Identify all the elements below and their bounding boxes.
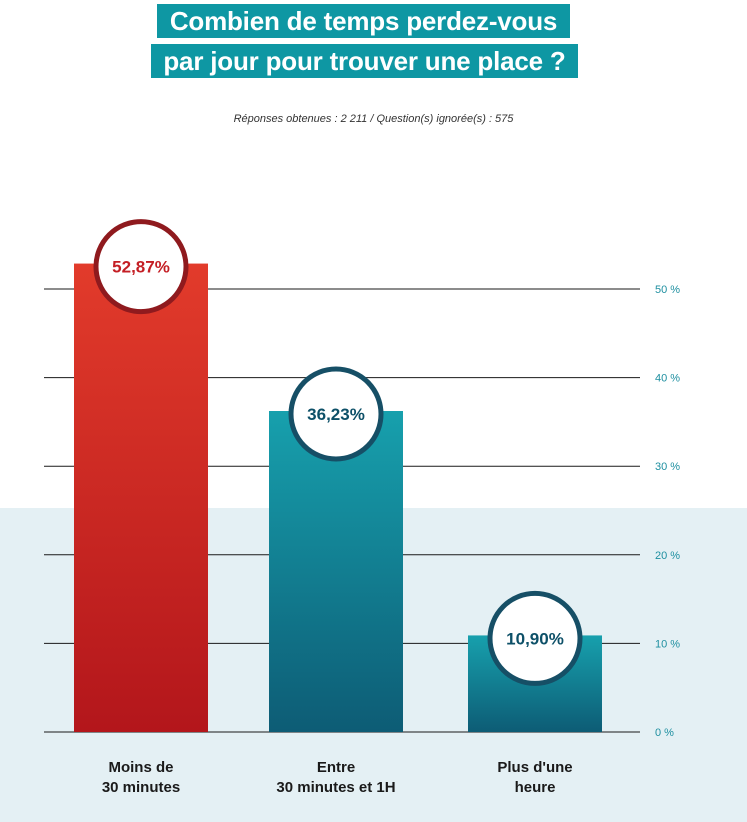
x-category-label-line: Plus d'une (497, 759, 573, 776)
chart-subtitle: Réponses obtenues : 2 211 / Question(s) … (233, 113, 514, 125)
data-label-2: 36,23% (307, 405, 365, 424)
bar-1 (74, 263, 208, 732)
y-tick-label: 30 % (655, 461, 680, 473)
y-tick-label: 10 % (655, 638, 680, 650)
value-badge-2 (288, 366, 384, 462)
data-label-1: 52,87% (112, 258, 170, 277)
y-tick-label: 0 % (655, 727, 674, 739)
bar-2 (269, 411, 403, 732)
title-line-2: par jour pour trouver une place ? (151, 44, 578, 78)
x-category-label-line: Moins de (108, 759, 174, 776)
value-badge-3 (487, 590, 583, 686)
x-category-label-line: heure (514, 779, 556, 796)
y-tick-label: 50 % (655, 284, 680, 296)
value-badge-1 (93, 219, 189, 315)
data-label-3: 10,90% (506, 629, 564, 648)
x-category-label-1: Moins de 30 minutes (41, 758, 241, 798)
y-tick-label: 40 % (655, 373, 680, 385)
x-category-label-line: 30 minutes et 1H (276, 779, 396, 796)
x-category-label-2: Entre 30 minutes et 1H (236, 758, 436, 798)
y-tick-label: 20 % (655, 550, 680, 562)
x-category-label-line: 30 minutes (101, 779, 181, 796)
x-category-label-3: Plus d'une heure (435, 758, 635, 798)
title-line-1: Combien de temps perdez-vous (157, 4, 570, 38)
x-category-label-line: Entre (316, 759, 356, 776)
